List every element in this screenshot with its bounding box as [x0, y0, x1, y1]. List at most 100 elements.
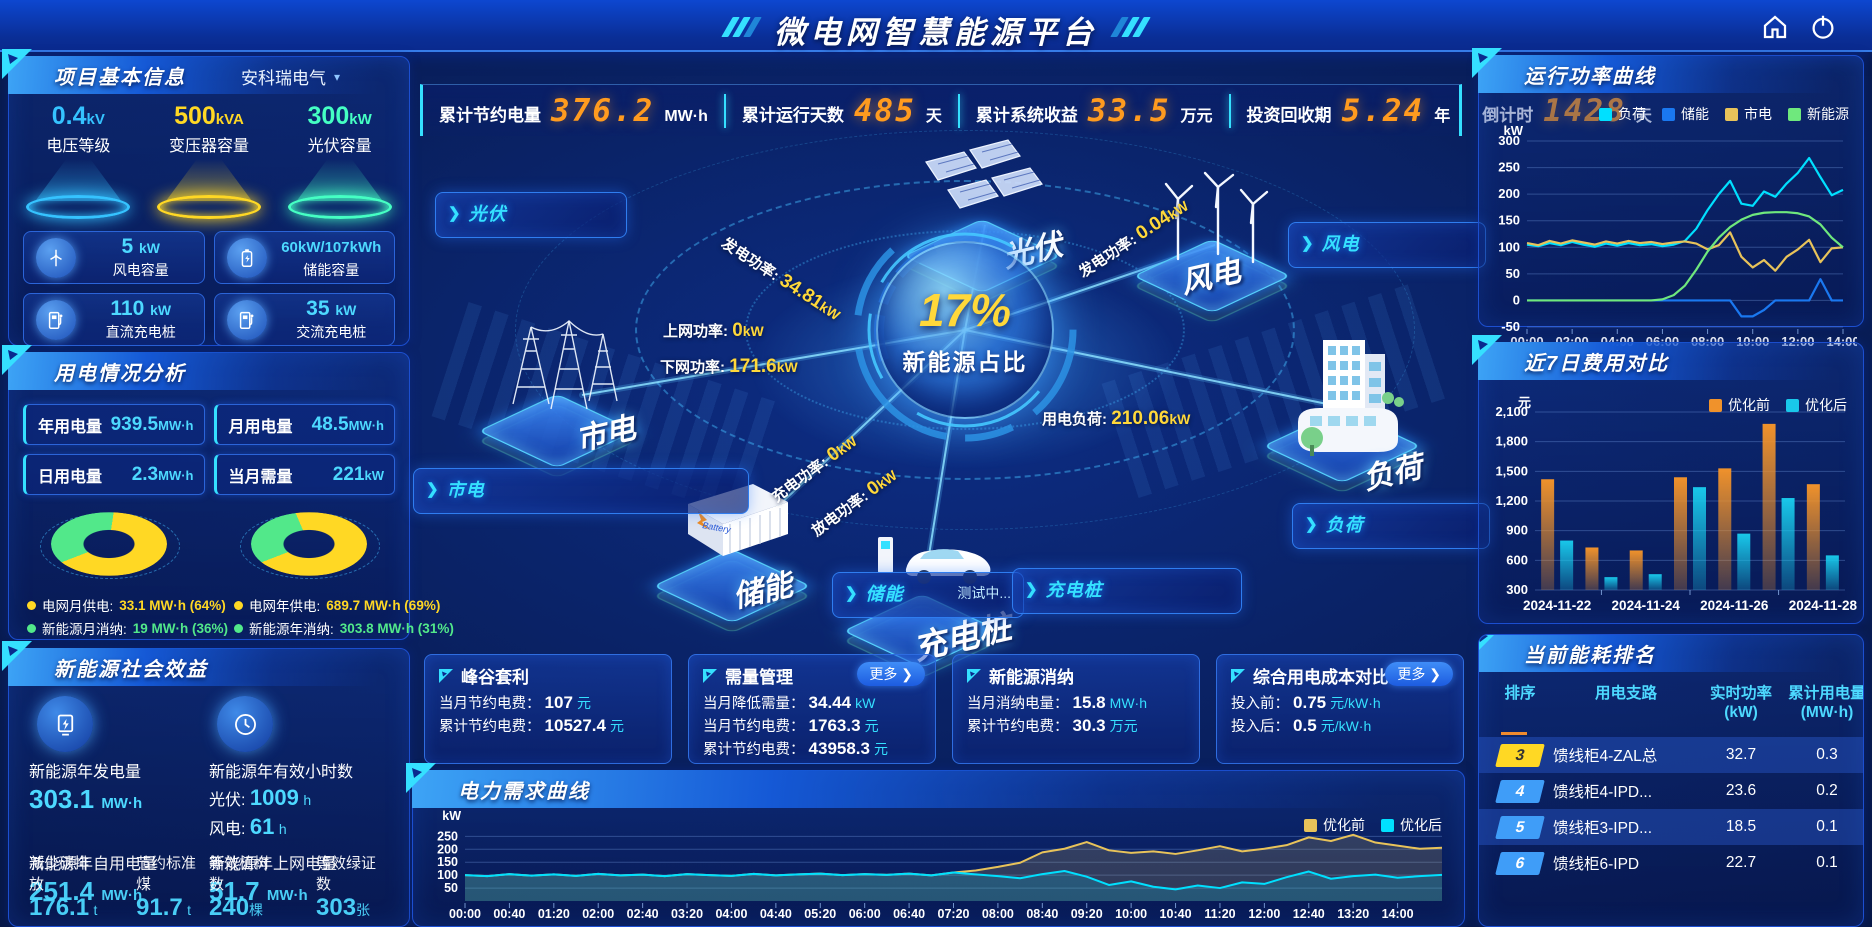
kpi-label: 累计系统收益 [975, 105, 1078, 125]
panel-social-title: 新能源社会效益 [54, 658, 208, 681]
usage-stat-label: 年用电量 [38, 418, 103, 436]
flow-label-3: 下网功率: 171.6kW [660, 356, 798, 377]
energy-cell: 0.1 [1816, 854, 1838, 871]
benefit-card-2: 需量管理 更多 ❯ 当月降低需量： 34.44 kW 当月节约电费： 1763.3 元… [688, 654, 936, 764]
company-dropdown[interactable]: 安科瑞电气 ▾ [241, 64, 340, 89]
load-info-card: ❯ 负荷 [1292, 503, 1490, 549]
svg-text:0: 0 [1513, 292, 1520, 307]
svg-text:50: 50 [444, 881, 458, 895]
more-button[interactable]: 更多 ❯ [857, 662, 925, 686]
benefit-card-header: 需量管理 [703, 663, 921, 688]
benefit-card-title: 新能源消纳 [989, 668, 1074, 687]
legend-swatch-icon [1381, 818, 1394, 832]
panel-usage-analysis: 用电情况分析 年用电量 939.5MW·h 月用电量 48.5MW·h 日用电量 2.3M… [2, 345, 454, 640]
rank-cell: 6 [1487, 851, 1553, 875]
spotlight-label: 电压等级 [46, 138, 111, 155]
benefit-card-1: 峰谷套利 当月节约电费： 107 元累计节约电费： 10527.4 元 [424, 654, 672, 764]
legend-swatch-icon [1786, 398, 1799, 412]
kpi-label: 累计运行天数 [741, 105, 844, 125]
svg-text:600: 600 [1506, 552, 1528, 567]
annual-generation-value: 303.1 MW·h [29, 784, 143, 814]
legend-dot-icon [234, 623, 244, 633]
legend-label: 优化后 [1400, 817, 1442, 833]
self-use-stat: 新能源年自用电量 251.4 MW·h [29, 856, 158, 906]
svg-text:250: 250 [1498, 160, 1520, 175]
trees-stat: 等效植树数 240棵 [209, 855, 270, 921]
table-row[interactable]: 6 馈线柜6-IPD 22.7 0.1 [1479, 845, 1863, 881]
panel-demand-title: 电力需求曲线 [458, 780, 590, 803]
legend-item[interactable]: 市电 [1725, 104, 1772, 124]
orbit-ring-outermost [515, 130, 1415, 530]
self-use-cell: 新能源年自用电量 251.4 MW·h 减少碳排放 176.1 t 节约标准煤 91… [29, 844, 209, 922]
panel-project-info-header: 项目基本信息 安科瑞电气 ▾ [2, 49, 410, 94]
month-donut-chart [51, 512, 167, 576]
legend-swatch-icon [1788, 107, 1801, 121]
chevron-right-icon: ❯ [1305, 516, 1318, 533]
legend-item[interactable]: 储能 [1662, 104, 1709, 124]
top-bar: 微电网智慧能源平台 [0, 0, 1872, 52]
title-wrap: 微电网智慧能源平台 [721, 7, 1151, 52]
capacity-value: 60kW/107kWh [281, 239, 382, 256]
svg-text:13:20: 13:20 [1337, 907, 1369, 921]
pv-card-header: ❯ 光伏 [448, 200, 614, 226]
bar-优化前-2024-11-27 [1762, 423, 1776, 590]
svg-text:10:00: 10:00 [1115, 907, 1147, 921]
kpi-unit: MW·h [664, 107, 708, 125]
table-row[interactable]: 4 馈线柜4-IPD... 23.6 0.2 [1479, 773, 1863, 809]
rank-badge: 4 [1495, 779, 1545, 803]
usage-stat: 日用电量 2.3MW·h [23, 454, 205, 495]
usage-stat: 年用电量 939.5MW·h [23, 404, 205, 445]
energy-hub: 17% 新能源占比 [850, 215, 1080, 445]
table-row[interactable]: 3 馈线柜4-ZAL总 32.7 0.3 [1479, 737, 1863, 773]
svg-text:00:00: 00:00 [449, 907, 481, 921]
panel-cost-header: 近7日费用对比 [1472, 335, 1864, 380]
panel-energy-ranking: 当前能耗排名 排序 用电支路 实时功率 (kW) 累计用电量 (MW·h) 3 馈线柜4-Z… [1478, 634, 1864, 927]
home-icon[interactable] [1760, 12, 1790, 42]
wind-info-card: ❯ 风电 [1288, 222, 1486, 268]
spotlight-cone [165, 159, 252, 201]
wind-hours: 风电: 61 h [209, 814, 287, 839]
panel-cost-compare: 近7日费用对比 优化前 优化后 300 600 900 1,200 1,500 1,800 2… [1472, 335, 1864, 624]
svg-text:1,800: 1,800 [1495, 434, 1528, 449]
certs-stat: 等效绿证数 303张 [316, 855, 377, 921]
svg-text:12:40: 12:40 [1293, 907, 1325, 921]
branch-cell: 馈线柜3-IPD... [1553, 820, 1653, 837]
legend-item[interactable]: 新能源 [1788, 104, 1849, 124]
hub-text: 17% 新能源占比 [850, 215, 1080, 445]
pv-hours: 光伏: 1009 h [209, 785, 312, 810]
svg-text:08:00: 08:00 [982, 907, 1014, 921]
benefit-stat-row: 累计节约电费： 30.3 万元 [967, 716, 1138, 735]
legend-item[interactable]: 优化前 [1304, 815, 1365, 835]
branch-cell: 馈线柜6-IPD [1553, 856, 1640, 873]
grid-tile: 市电 [477, 315, 639, 479]
kpi-item-3: 累计系统收益 33.5 万元 [960, 93, 1229, 129]
legend-label: 储能 [1681, 106, 1709, 122]
corner-flag-icon [406, 763, 436, 793]
benefit-card-header: 新能源消纳 [967, 663, 1185, 688]
usage-donuts [9, 503, 409, 585]
legend-item[interactable]: 负荷 [1599, 104, 1646, 124]
table-row[interactable]: 5 馈线柜3-IPD... 18.5 0.1 [1479, 809, 1863, 845]
more-button[interactable]: 更多 ❯ [1385, 662, 1453, 686]
svg-text:250: 250 [437, 829, 458, 843]
kpi-value: 5.24 [1341, 92, 1425, 129]
legend-swatch-icon [1725, 107, 1738, 121]
panel-social-benefit: 新能源社会效益 新能源年发电量 303.1 MW·h 新能源年有效小时数 光伏:… [2, 641, 410, 927]
legend-item[interactable]: 优化前 [1709, 395, 1770, 415]
benefit-stat-row: 当月节约电费： 1763.3 元 [703, 716, 879, 735]
usage-stat-label: 日用电量 [38, 468, 103, 486]
wind-tile: 风电 [1132, 160, 1292, 324]
power-icon[interactable] [1808, 12, 1838, 42]
legend-label: 市电 [1744, 106, 1772, 122]
legend-item[interactable]: 优化后 [1786, 395, 1847, 415]
storage-card-header: ❯ 储能 测试中... [845, 580, 1011, 606]
legend-dot-icon [234, 600, 244, 610]
kpi-divider [957, 93, 960, 128]
usage-stat: 月用电量 48.5MW·h [213, 404, 395, 445]
legend-item[interactable]: 优化后 [1381, 815, 1442, 835]
annual-generation-cell: 新能源年发电量 303.1 MW·h [29, 696, 209, 840]
power-legend: 负荷 储能 市电 新能源 [1599, 104, 1849, 124]
bar-优化前-2024-11-26 [1718, 468, 1732, 590]
svg-text:2,100: 2,100 [1495, 404, 1528, 419]
benefit-stat-row: 当月消纳电量： 15.8 MW·h [967, 693, 1147, 712]
